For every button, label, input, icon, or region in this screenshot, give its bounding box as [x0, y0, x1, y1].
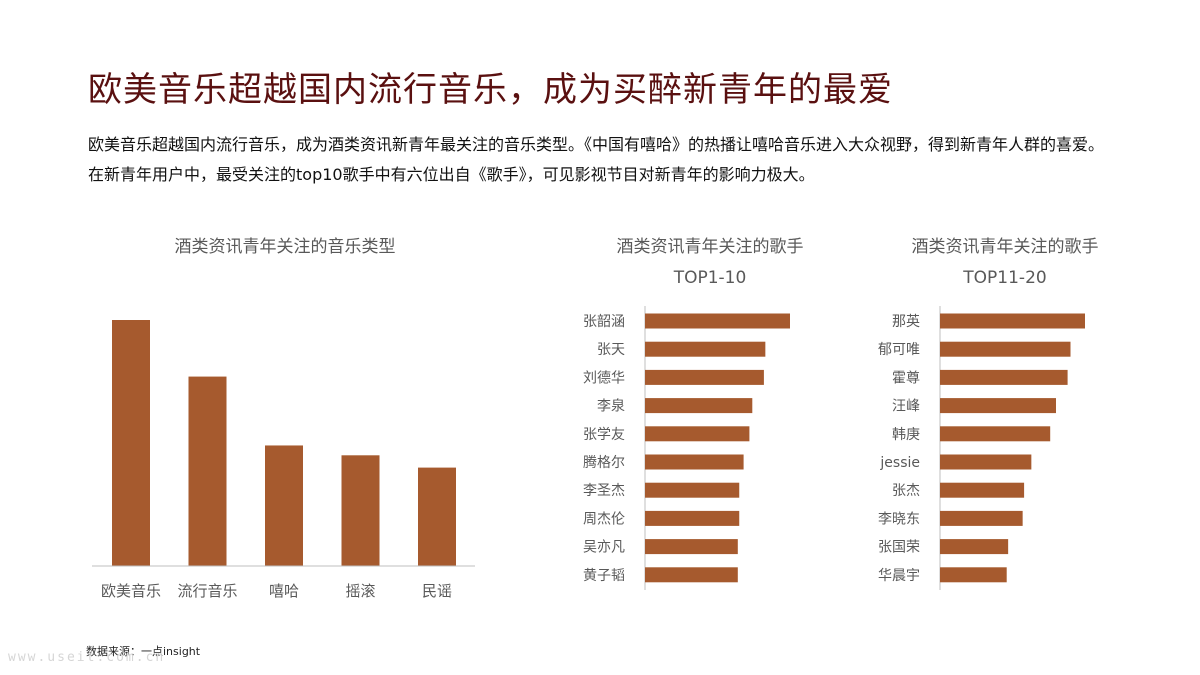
bar — [645, 313, 790, 329]
category-tick-label: 李晓东 — [878, 511, 920, 527]
bar — [645, 398, 753, 414]
category-tick-label: 黄子韬 — [583, 567, 625, 584]
bar — [645, 510, 740, 526]
bar — [940, 369, 1068, 385]
bar — [940, 454, 1032, 470]
watermark: www.useit.com.cn — [8, 650, 166, 665]
bar — [341, 455, 380, 566]
bar — [265, 445, 303, 566]
category-tick-label: 流行音乐 — [177, 582, 237, 600]
category-tick-label: 吴亦凡 — [583, 540, 625, 556]
category-tick-label: 腾格尔 — [583, 454, 625, 471]
category-tick-label: 刘德华 — [583, 370, 625, 386]
bar — [940, 426, 1051, 442]
category-tick-label: 汪峰 — [892, 399, 920, 415]
chart-subtitle: TOP11-20 — [963, 268, 1047, 288]
bar — [940, 567, 1007, 583]
bar — [645, 567, 738, 583]
page-title: 欧美音乐超越国内流行音乐，成为买醉新青年的最爱 — [88, 70, 893, 110]
category-tick-label: 韩庚 — [892, 427, 920, 443]
category-tick-label: 那英 — [892, 313, 920, 330]
bar — [645, 539, 738, 555]
category-tick-label: 霍尊 — [892, 369, 920, 386]
bar — [112, 320, 150, 566]
bar — [940, 341, 1071, 357]
chart-title-singers-top10: 酒类资讯青年关注的歌手 TOP1-10 — [560, 232, 860, 294]
category-tick-label: 周杰伦 — [583, 511, 625, 527]
bar — [940, 313, 1085, 329]
category-tick-label: 民谣 — [422, 582, 452, 600]
category-tick-label: 嘻哈 — [269, 582, 299, 600]
category-tick-label: 摇滚 — [345, 582, 375, 600]
category-tick-label: 郁可唯 — [878, 342, 920, 358]
chart-title-line: 酒类资讯青年关注的歌手 — [911, 237, 1099, 257]
bar — [645, 369, 764, 385]
bar — [645, 426, 750, 442]
bar — [940, 398, 1056, 414]
chart-title-singers-top20: 酒类资讯青年关注的歌手 TOP11-20 — [855, 232, 1155, 294]
category-tick-label: 李圣杰 — [583, 483, 625, 499]
category-tick-label: 李泉 — [597, 398, 625, 415]
category-tick-label: 张天 — [597, 342, 625, 358]
category-tick-label: 华晨宇 — [878, 568, 920, 584]
chart-title-line: 酒类资讯青年关注的歌手 — [616, 237, 804, 257]
chart-title-music-genre: 酒类资讯青年关注的音乐类型 — [174, 237, 396, 257]
category-tick-label: 张国荣 — [878, 540, 920, 556]
bar — [940, 482, 1025, 498]
bar — [645, 341, 766, 357]
bar — [188, 376, 227, 566]
category-tick-label: 张杰 — [892, 483, 920, 499]
category-tick-label: 张学友 — [583, 427, 625, 443]
category-tick-label: 张韶涵 — [583, 314, 625, 330]
bar — [645, 482, 740, 498]
category-tick-label: jessie — [879, 455, 920, 471]
bar — [940, 510, 1023, 526]
data-source-note: 数据来源：一点insight — [86, 645, 201, 658]
bar — [418, 467, 456, 566]
page-description: 欧美音乐超越国内流行音乐，成为酒类资讯新青年最关注的音乐类型。《中国有嘻哈》的热… — [88, 135, 1105, 184]
bar — [645, 454, 744, 470]
category-tick-label: 欧美音乐 — [101, 582, 161, 600]
chart-subtitle: TOP1-10 — [673, 268, 747, 288]
bar — [940, 539, 1009, 555]
